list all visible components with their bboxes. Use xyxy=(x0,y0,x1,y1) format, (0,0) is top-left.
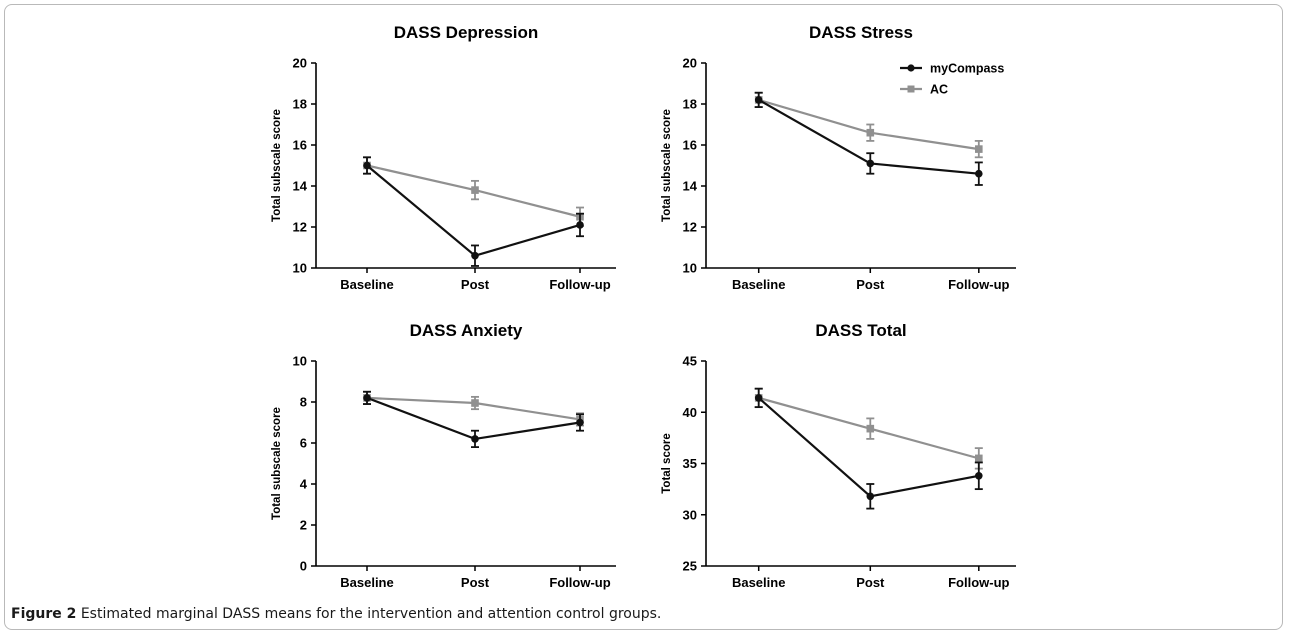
x-tick-label: Post xyxy=(856,575,885,590)
x-tick-label: Baseline xyxy=(340,277,393,292)
x-tick-label: Post xyxy=(461,277,490,292)
y-tick-label: 0 xyxy=(300,559,307,574)
x-tick-label: Post xyxy=(856,277,885,292)
data-point-ac xyxy=(471,399,479,407)
y-tick-label: 12 xyxy=(683,220,697,235)
y-tick-label: 18 xyxy=(683,97,697,112)
legend-label: AC xyxy=(930,83,948,97)
data-point-mycompass xyxy=(363,161,371,170)
chart-panel-2: DASS Stress 10 12 14 16 18 20 Baseline Post Follo… xyxy=(661,23,1016,292)
chart-panel-4: DASS Total 25 30 35 40 45 Baseline Post Follow-u… xyxy=(661,321,1016,590)
y-axis-label: Total subscale score xyxy=(271,109,283,222)
x-tick-label: Follow-up xyxy=(549,277,610,292)
y-tick-label: 14 xyxy=(293,179,308,194)
y-tick-label: 20 xyxy=(293,56,307,71)
y-tick-label: 16 xyxy=(683,138,697,153)
data-point-ac xyxy=(975,145,983,153)
data-point-mycompass xyxy=(975,472,983,480)
chart-panel-1: DASS Depression 10 12 14 16 18 20 Baseline Post F… xyxy=(271,23,616,292)
y-tick-label: 14 xyxy=(683,179,698,194)
y-axis-label: Total subscale score xyxy=(661,109,673,222)
y-tick-label: 10 xyxy=(683,261,697,276)
x-tick-label: Post xyxy=(461,575,490,590)
data-point-ac xyxy=(866,128,875,137)
legend: myCompass AC xyxy=(900,62,1004,97)
x-tick-label: Baseline xyxy=(732,277,785,292)
data-point-mycompass xyxy=(471,435,479,443)
y-tick-label: 2 xyxy=(300,518,307,533)
chart-title: DASS Anxiety xyxy=(410,321,523,340)
y-tick-label: 35 xyxy=(683,456,697,471)
data-point-mycompass xyxy=(363,394,371,402)
data-point-mycompass xyxy=(471,251,479,260)
y-tick-label: 12 xyxy=(293,220,307,235)
chart-panel-3: DASS Anxiety 0 2 4 6 8 10 Baseline Post Follow-up… xyxy=(271,321,616,590)
chart-title: DASS Stress xyxy=(809,23,913,42)
caption-text: Estimated marginal DASS means for the in… xyxy=(80,606,662,622)
data-point-mycompass xyxy=(754,394,763,402)
x-tick-label: Follow-up xyxy=(948,575,1009,590)
x-tick-label: Follow-up xyxy=(948,277,1009,292)
caption-label: Figure 2 xyxy=(11,606,77,622)
data-point-mycompass xyxy=(975,169,983,178)
y-tick-label: 40 xyxy=(683,405,697,420)
y-tick-label: 10 xyxy=(293,261,307,276)
y-tick-label: 16 xyxy=(293,138,307,153)
data-point-mycompass xyxy=(866,159,875,168)
data-point-mycompass xyxy=(754,96,763,104)
figure-caption: Figure 2 Estimated marginal DASS means f… xyxy=(11,606,661,622)
data-point-mycompass xyxy=(866,492,875,501)
x-tick-label: Baseline xyxy=(340,575,393,590)
y-tick-label: 6 xyxy=(300,436,307,451)
y-tick-label: 8 xyxy=(300,395,307,410)
x-tick-label: Baseline xyxy=(732,575,785,590)
data-point-mycompass xyxy=(576,418,584,427)
data-point-ac xyxy=(975,454,983,463)
legend-marker xyxy=(907,64,915,72)
y-tick-label: 45 xyxy=(683,354,697,369)
x-tick-label: Follow-up xyxy=(549,575,610,590)
chart-title: DASS Depression xyxy=(394,23,539,42)
legend-label: myCompass xyxy=(930,62,1004,76)
legend-marker xyxy=(907,85,915,93)
y-tick-label: 30 xyxy=(683,507,697,522)
figure-frame xyxy=(4,4,1283,630)
chart-title: DASS Total xyxy=(815,321,906,340)
y-axis-label: Total score xyxy=(661,433,673,494)
series-line-mycompass xyxy=(757,397,980,498)
y-tick-label: 18 xyxy=(293,97,307,112)
y-tick-label: 25 xyxy=(683,559,697,574)
data-point-ac xyxy=(866,424,875,433)
y-tick-label: 4 xyxy=(300,477,308,492)
y-axis-label: Total subscale score xyxy=(271,407,283,520)
data-point-mycompass xyxy=(576,221,584,229)
series-line-mycompass xyxy=(366,164,581,257)
y-tick-label: 10 xyxy=(293,354,307,369)
y-tick-label: 20 xyxy=(683,56,697,71)
data-point-ac xyxy=(471,186,479,194)
